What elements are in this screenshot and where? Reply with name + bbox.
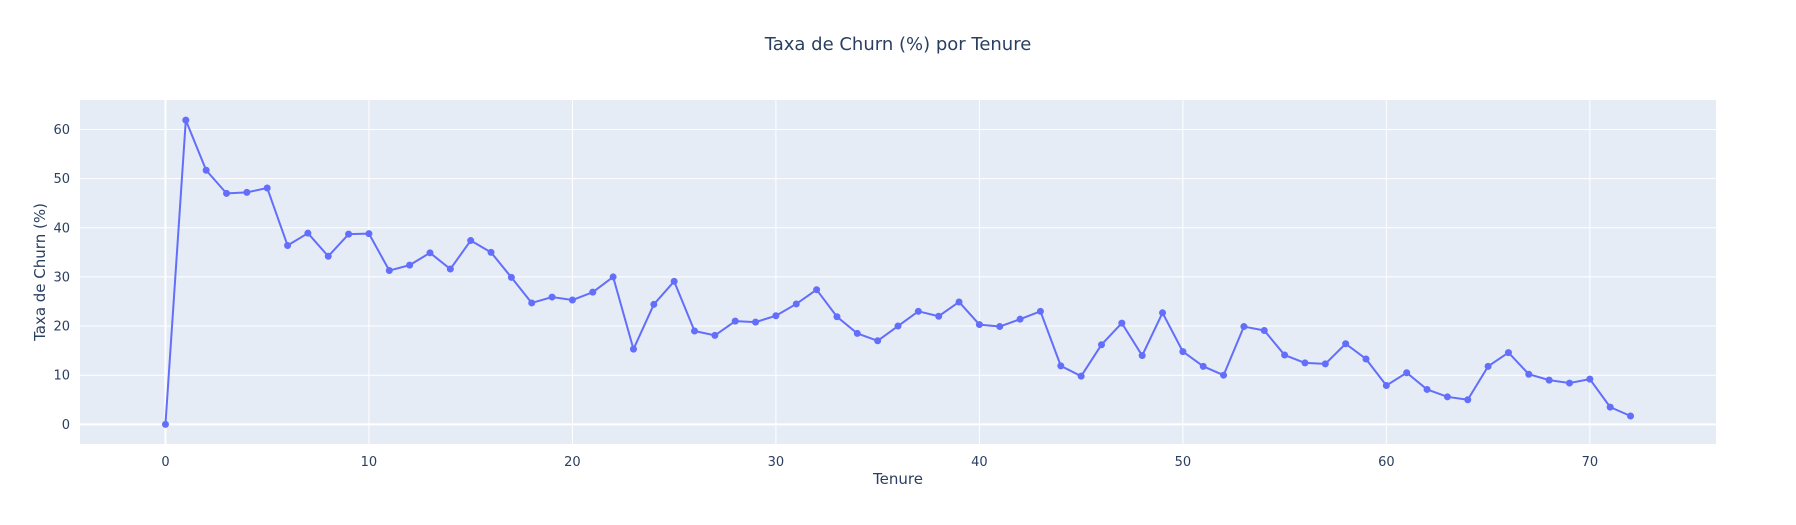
data-point[interactable] bbox=[161, 420, 169, 428]
tick-labels: 0 10 20 30 40 50 60 70 0 10 20 30 40 50 60 bbox=[53, 123, 1598, 470]
data-point[interactable] bbox=[731, 317, 739, 325]
data-point[interactable] bbox=[1525, 370, 1533, 378]
series-markers bbox=[161, 116, 1635, 428]
data-point[interactable] bbox=[446, 265, 454, 273]
x-tick-label: 70 bbox=[1582, 455, 1599, 470]
data-point[interactable] bbox=[406, 261, 414, 269]
data-point[interactable] bbox=[589, 288, 597, 296]
data-point[interactable] bbox=[792, 300, 800, 308]
x-tick-label: 40 bbox=[971, 455, 988, 470]
x-tick-label: 60 bbox=[1378, 455, 1395, 470]
data-point[interactable] bbox=[853, 329, 861, 337]
y-tick-label: 50 bbox=[53, 172, 70, 187]
data-point[interactable] bbox=[365, 230, 373, 238]
data-point[interactable] bbox=[548, 293, 556, 301]
data-point[interactable] bbox=[650, 300, 658, 308]
data-point[interactable] bbox=[874, 337, 882, 345]
x-tick-label: 30 bbox=[768, 455, 785, 470]
data-point[interactable] bbox=[1016, 315, 1024, 323]
data-point[interactable] bbox=[914, 307, 922, 315]
data-point[interactable] bbox=[1586, 375, 1594, 383]
data-point[interactable] bbox=[243, 188, 251, 196]
data-point[interactable] bbox=[711, 331, 719, 339]
data-point[interactable] bbox=[833, 313, 841, 321]
data-point[interactable] bbox=[1403, 369, 1411, 377]
grid-lines bbox=[80, 100, 1716, 444]
data-point[interactable] bbox=[772, 312, 780, 320]
data-point[interactable] bbox=[1606, 403, 1614, 411]
data-point[interactable] bbox=[1260, 326, 1268, 334]
data-point[interactable] bbox=[1240, 323, 1248, 331]
data-point[interactable] bbox=[629, 345, 637, 353]
data-point[interactable] bbox=[1179, 348, 1187, 356]
data-point[interactable] bbox=[1443, 393, 1451, 401]
data-point[interactable] bbox=[324, 252, 332, 260]
data-point[interactable] bbox=[1362, 355, 1370, 363]
data-point[interactable] bbox=[935, 312, 943, 320]
data-point[interactable] bbox=[975, 321, 983, 329]
data-point[interactable] bbox=[426, 249, 434, 257]
data-point[interactable] bbox=[507, 273, 515, 281]
data-point[interactable] bbox=[263, 184, 271, 192]
plot-background bbox=[80, 100, 1716, 444]
data-point[interactable] bbox=[1484, 362, 1492, 370]
x-tick-label: 0 bbox=[161, 455, 169, 470]
chart-title: Taxa de Churn (%) por Tenure bbox=[764, 34, 1032, 55]
data-point[interactable] bbox=[284, 241, 292, 249]
data-point[interactable] bbox=[1097, 341, 1105, 349]
y-tick-label: 60 bbox=[53, 123, 70, 138]
data-point[interactable] bbox=[1627, 412, 1635, 420]
y-tick-label: 0 bbox=[62, 418, 70, 433]
x-tick-label: 10 bbox=[361, 455, 378, 470]
data-point[interactable] bbox=[996, 323, 1004, 331]
data-point[interactable] bbox=[1382, 382, 1390, 390]
data-point[interactable] bbox=[467, 237, 475, 245]
data-point[interactable] bbox=[202, 166, 210, 174]
data-point[interactable] bbox=[670, 277, 678, 285]
x-tick-label: 20 bbox=[564, 455, 581, 470]
data-point[interactable] bbox=[1281, 351, 1289, 359]
data-point[interactable] bbox=[223, 189, 231, 197]
data-point[interactable] bbox=[955, 298, 963, 306]
data-point[interactable] bbox=[1464, 396, 1472, 404]
y-tick-label: 10 bbox=[53, 369, 70, 384]
data-point[interactable] bbox=[1301, 359, 1309, 367]
x-tick-label: 50 bbox=[1175, 455, 1192, 470]
data-point[interactable] bbox=[752, 318, 760, 326]
data-point[interactable] bbox=[1118, 319, 1126, 327]
data-point[interactable] bbox=[1077, 372, 1085, 380]
data-point[interactable] bbox=[1545, 376, 1553, 384]
data-point[interactable] bbox=[1199, 362, 1207, 370]
data-point[interactable] bbox=[1321, 360, 1329, 368]
data-point[interactable] bbox=[691, 327, 699, 335]
data-point[interactable] bbox=[304, 229, 312, 237]
data-point[interactable] bbox=[487, 248, 495, 256]
y-tick-label: 20 bbox=[53, 320, 70, 335]
data-point[interactable] bbox=[1057, 362, 1065, 370]
data-point[interactable] bbox=[1565, 379, 1573, 387]
data-point[interactable] bbox=[528, 299, 536, 307]
data-point[interactable] bbox=[1423, 385, 1431, 393]
data-point[interactable] bbox=[1159, 309, 1167, 317]
data-point[interactable] bbox=[609, 273, 617, 281]
y-axis-title: Taxa de Churn (%) bbox=[31, 203, 49, 342]
y-tick-label: 40 bbox=[53, 221, 70, 236]
data-point[interactable] bbox=[568, 296, 576, 304]
data-point[interactable] bbox=[182, 116, 190, 124]
data-point[interactable] bbox=[1138, 352, 1146, 360]
data-point[interactable] bbox=[813, 286, 821, 294]
data-point[interactable] bbox=[894, 322, 902, 330]
data-point[interactable] bbox=[1342, 340, 1350, 348]
data-point[interactable] bbox=[1220, 371, 1228, 379]
data-point[interactable] bbox=[1504, 349, 1512, 357]
data-point[interactable] bbox=[345, 230, 353, 238]
y-tick-label: 30 bbox=[53, 270, 70, 285]
data-point[interactable] bbox=[1036, 307, 1044, 315]
x-axis-title: Tenure bbox=[872, 470, 923, 488]
data-point[interactable] bbox=[385, 267, 393, 275]
